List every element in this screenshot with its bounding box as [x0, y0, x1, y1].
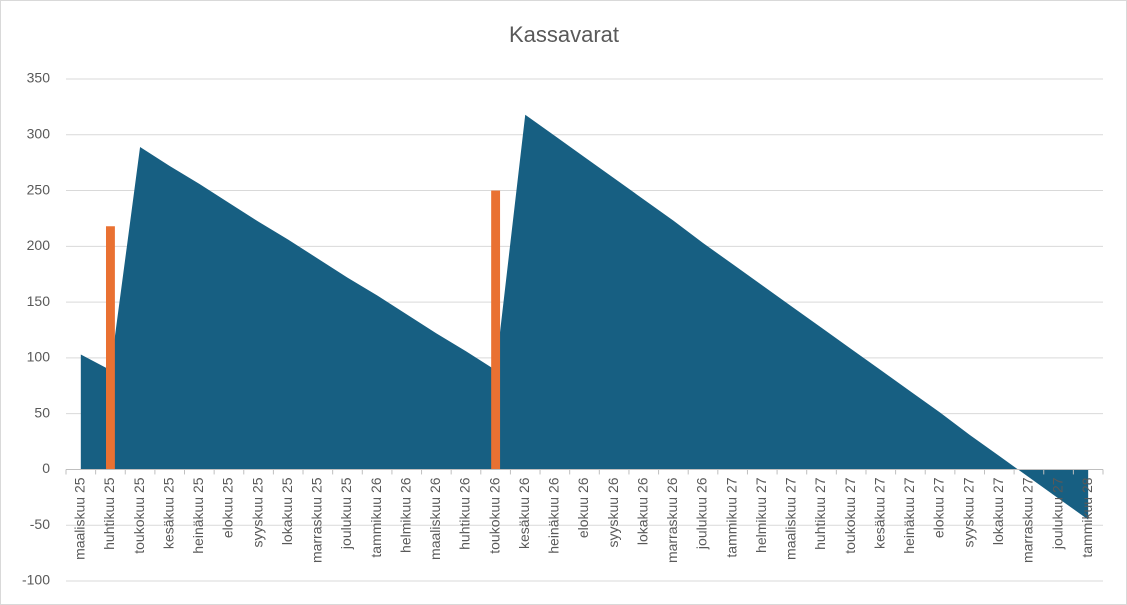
- x-tick-label: huhtikuu 26: [457, 477, 473, 550]
- x-tick-label: toukokuu 25: [131, 477, 147, 553]
- x-tick-label: heinäkuu 27: [901, 477, 917, 554]
- y-tick-label: 0: [42, 460, 50, 476]
- x-tick-label: huhtikuu 27: [812, 477, 828, 550]
- x-tick-label: maaliskuu 25: [72, 477, 88, 560]
- x-tick-label: lokakuu 25: [279, 477, 295, 545]
- x-tick-label: tammikuu 27: [723, 477, 739, 557]
- x-tick-label: lokakuu 27: [990, 477, 1006, 545]
- bar: [491, 190, 501, 470]
- x-tick-label: elokuu 25: [220, 477, 236, 538]
- x-tick-label: maaliskuu 26: [427, 477, 443, 560]
- x-tick-label: huhtikuu 25: [101, 477, 117, 550]
- x-tick-label: joulukuu 27: [1049, 477, 1065, 550]
- y-tick-label: 200: [27, 237, 51, 253]
- x-tick-label: tammikuu 28: [1079, 477, 1095, 557]
- x-tick-label: elokuu 26: [575, 477, 591, 538]
- x-tick-label: joulukuu 26: [694, 477, 710, 550]
- y-tick-label: 150: [27, 293, 51, 309]
- x-tick-label: syyskuu 26: [605, 477, 621, 547]
- x-tick-label: toukokuu 26: [486, 477, 502, 553]
- x-tick-label: kesäkuu 27: [871, 477, 887, 549]
- y-tick-label: 300: [27, 125, 51, 141]
- y-tick-label: -50: [30, 516, 50, 532]
- y-tick-label: -100: [22, 572, 50, 588]
- x-tick-label: syyskuu 25: [249, 477, 265, 547]
- x-tick-label: kesäkuu 25: [160, 477, 176, 549]
- x-tick-label: heinäkuu 25: [190, 477, 206, 554]
- x-tick-label: heinäkuu 26: [546, 477, 562, 554]
- x-tick-label: kesäkuu 26: [516, 477, 532, 549]
- x-tick-label: marraskuu 26: [664, 477, 680, 563]
- y-tick-label: 100: [27, 349, 51, 365]
- chart-title: Kassavarat: [509, 22, 619, 47]
- x-tick-label: helmikuu 27: [753, 477, 769, 553]
- x-tick-label: helmikuu 26: [397, 477, 413, 553]
- x-tick-label: syyskuu 27: [960, 477, 976, 547]
- area: [80, 114, 1089, 520]
- x-tick-label: tammikuu 26: [368, 477, 384, 557]
- y-tick-label: 50: [34, 404, 50, 420]
- x-tick-label: elokuu 27: [931, 477, 947, 538]
- x-tick-label: maaliskuu 27: [783, 477, 799, 560]
- x-tick-label: marraskuu 27: [1020, 477, 1036, 563]
- x-tick-label: toukokuu 27: [842, 477, 858, 553]
- bar: [105, 226, 115, 470]
- x-tick-label: marraskuu 25: [309, 477, 325, 563]
- x-tick-label: lokakuu 26: [634, 477, 650, 545]
- y-tick-label: 250: [27, 181, 51, 197]
- x-tick-label: joulukuu 25: [338, 477, 354, 550]
- y-tick-label: 350: [27, 70, 51, 86]
